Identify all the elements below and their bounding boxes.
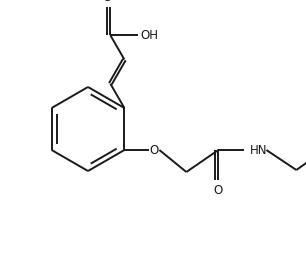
Text: O: O [150, 143, 159, 156]
Text: O: O [103, 0, 112, 4]
Text: HN: HN [250, 143, 268, 156]
Text: O: O [214, 184, 223, 197]
Text: OH: OH [140, 29, 159, 42]
